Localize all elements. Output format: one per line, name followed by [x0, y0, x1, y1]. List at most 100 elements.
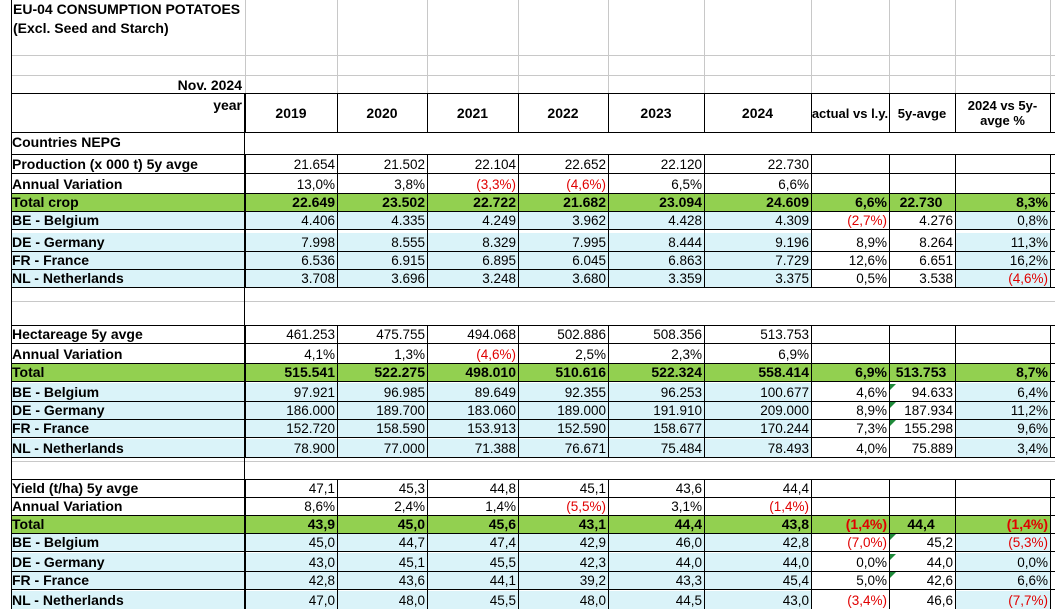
cell-5y-avge	[889, 345, 955, 363]
table-row-nl-netherlands: NL - Netherlands 47,0 48,0 45,5 48,0 44,5 43,0…	[0, 591, 1055, 609]
table-row-nl-netherlands: NL - Netherlands 78.900 77.000 71.388 76.671…	[0, 439, 1055, 457]
cell-2022: 39,2	[579, 572, 606, 588]
cell-actual-vs-ly	[811, 175, 889, 193]
cell-2024: 42,8	[782, 534, 809, 550]
comment-marker-icon[interactable]	[890, 402, 896, 408]
cell-actual-vs-ly: 7,3%	[856, 420, 887, 436]
table-row-total: Total 43,9 45,0 45,6 43,1 44,4 43,8 (1,4%) 44,4 (…	[0, 515, 1055, 533]
cell-2024: (1,4%)	[769, 498, 809, 514]
cell-2022: 6.045	[572, 252, 606, 268]
cell-2020: 45,3	[398, 480, 425, 496]
row-label: BE - Belgium	[12, 384, 100, 400]
column-border	[518, 94, 519, 132]
cell-2019: 4.406	[301, 212, 335, 228]
cell-2020: 3.696	[391, 270, 425, 286]
cell-2020: 45,0	[397, 516, 425, 532]
cell-2020: 1,3%	[394, 346, 425, 362]
cell-5y-avge: 155.298	[904, 420, 953, 436]
table-row-production-x-000-t-5y-avge: Production (x 000 t) 5y avge 21.654 21.502…	[0, 155, 1055, 173]
cell-2019: 8,6%	[304, 498, 335, 514]
cell-5y-avge	[889, 497, 955, 515]
cell-2020: 43,6	[398, 572, 425, 588]
cell-2022: 43,1	[578, 516, 606, 532]
cell-2024: 6,6%	[778, 176, 809, 192]
column-border	[889, 154, 890, 287]
cell-2022: (5,5%)	[566, 498, 606, 514]
cell-2024: 7.729	[775, 252, 809, 268]
cell-2019: 78.900	[293, 440, 335, 456]
cell-5y-avge: 75.889	[911, 440, 953, 456]
row-label: FR - France	[12, 252, 90, 268]
row-label: Total	[12, 516, 45, 532]
cell-actual-vs-ly: 5,0%	[856, 572, 887, 588]
cell-2024-vs-5y-avge	[955, 479, 1050, 497]
cell-actual-vs-ly: (7,0%)	[847, 534, 887, 550]
cell-2021: 498.010	[465, 364, 516, 380]
row-label: FR - France	[12, 572, 90, 588]
gridline-light	[955, 0, 956, 94]
row-border	[11, 211, 1055, 212]
cell-5y-avge: 6.651	[919, 252, 953, 268]
column-header-2023: 2023	[640, 104, 672, 121]
column-border	[427, 94, 428, 132]
column-border	[955, 94, 956, 132]
comment-marker-icon[interactable]	[890, 384, 896, 390]
cell-2020: 189.700	[376, 402, 425, 418]
table-row-annual-variation: Annual Variation 4,1% 1,3% (4,6%) 2,5% 2,3% 6,…	[0, 345, 1055, 363]
gridline-light	[12, 301, 1055, 302]
cell-2024: 9.196	[775, 234, 809, 250]
cell-2023: 75.484	[660, 440, 702, 456]
column-header-2021: 2021	[456, 104, 489, 121]
cell-2024-vs-5y-avge: (5,3%)	[1008, 534, 1048, 550]
row-label: DE - Germany	[12, 234, 105, 250]
cell-2021: 183.060	[467, 402, 516, 418]
column-border	[608, 154, 609, 287]
row-border	[11, 497, 1055, 498]
table-row-total-crop: Total crop 22.649 23.502 22.722 21.682 23.094…	[0, 193, 1055, 211]
cell-2024-vs-5y-avge: (7,7%)	[1008, 592, 1048, 608]
cell-2019: 6.536	[301, 252, 335, 268]
column-border	[245, 154, 246, 287]
cell-2022: 502.886	[557, 326, 606, 342]
cell-5y-avge: 3.538	[919, 270, 953, 286]
cell-2023: 23.094	[659, 194, 702, 210]
comment-marker-icon[interactable]	[890, 534, 896, 540]
gridline-light	[12, 75, 1055, 76]
cell-2024: 209.000	[760, 402, 809, 418]
comment-marker-icon[interactable]	[890, 572, 896, 578]
column-border	[955, 479, 956, 609]
cell-actual-vs-ly	[811, 479, 889, 497]
row-label: NL - Netherlands	[12, 270, 124, 286]
column-border	[427, 154, 428, 287]
column-border	[608, 325, 609, 457]
cell-2024-vs-5y-avge: 6,4%	[1017, 384, 1048, 400]
column-border	[704, 325, 705, 457]
cell-2024: 100.677	[760, 384, 809, 400]
cell-2022: 48,0	[579, 592, 606, 608]
row-border	[11, 173, 1055, 174]
column-border	[704, 94, 705, 132]
cell-2024: 22.730	[767, 156, 809, 172]
cell-2021: 45,6	[488, 516, 516, 532]
comment-marker-icon[interactable]	[890, 420, 896, 426]
row-border	[11, 437, 1055, 438]
cell-actual-vs-ly: 6,6%	[855, 194, 887, 210]
column-border	[1050, 325, 1051, 457]
comment-marker-icon[interactable]	[890, 554, 896, 560]
column-border	[889, 325, 890, 457]
cell-actual-vs-ly: 8,9%	[856, 402, 887, 418]
cell-2021: 6.895	[482, 252, 516, 268]
cell-2024-vs-5y-avge	[955, 325, 1050, 343]
table-row-annual-variation: Annual Variation 8,6% 2,4% 1,4% (5,5%) 3,1% (1…	[0, 497, 1055, 515]
column-border	[1050, 479, 1051, 609]
column-border	[608, 479, 609, 609]
table-row-de-germany: DE - Germany 7.998 8.555 8.329 7.995 8.444 9.1…	[0, 233, 1055, 251]
cell-2024-vs-5y-avge: 11,3%	[1010, 234, 1048, 250]
column-border	[811, 154, 812, 287]
row-label: DE - Germany	[12, 402, 105, 418]
cell-5y-avge: 187.934	[904, 402, 953, 418]
column-border	[889, 94, 890, 132]
cell-2019: 43,9	[307, 516, 335, 532]
column-border	[608, 94, 609, 132]
cell-2024: 6,9%	[778, 346, 809, 362]
